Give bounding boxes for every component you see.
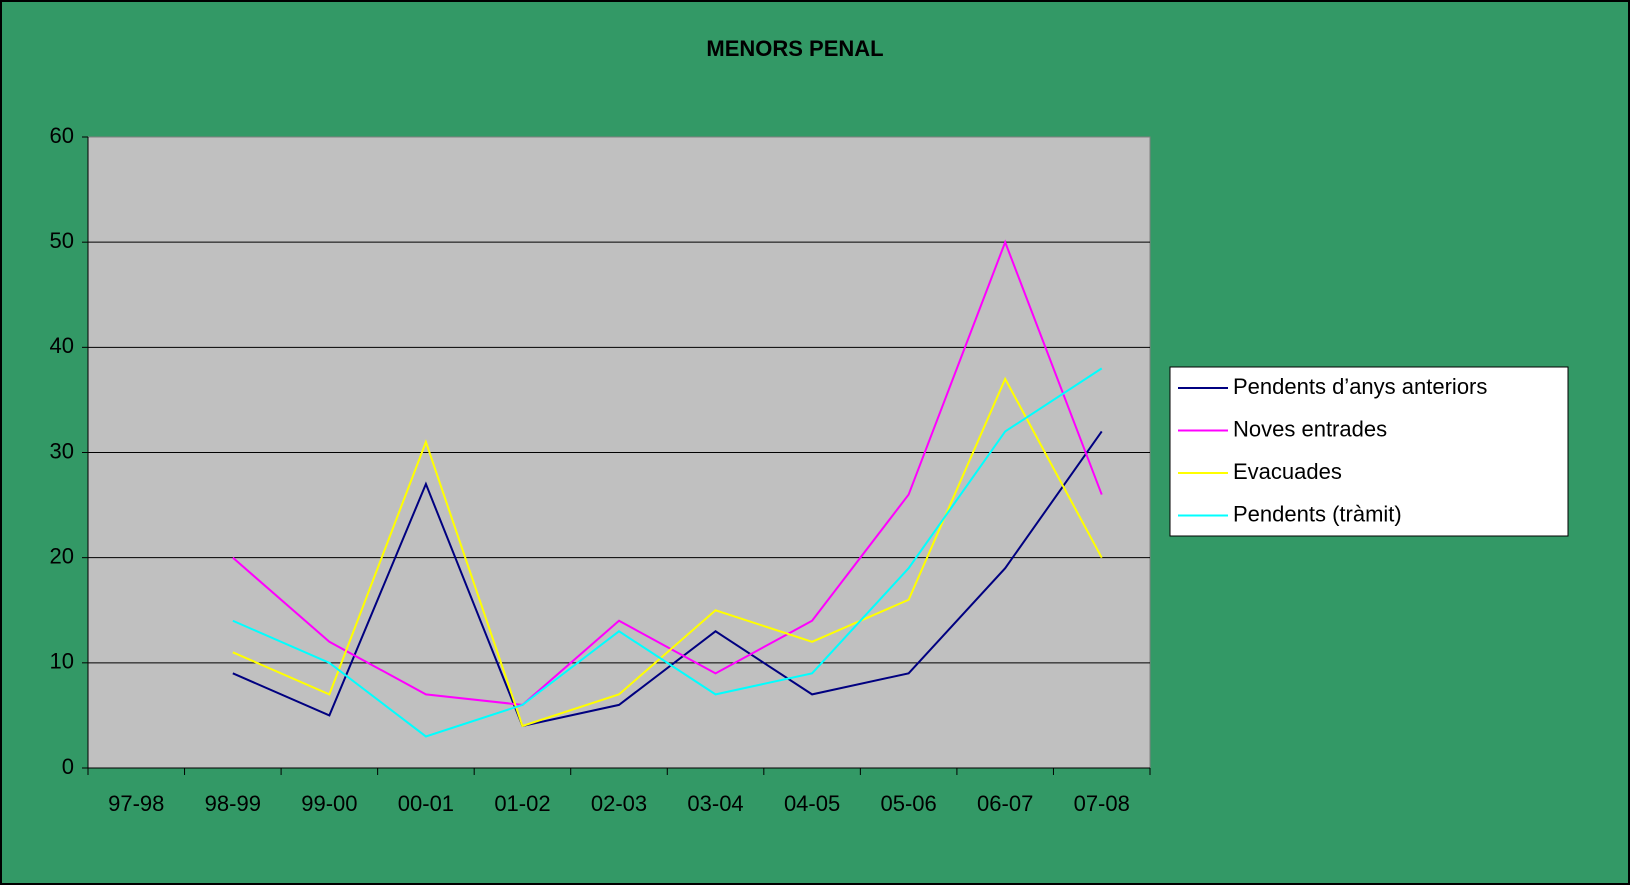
x-tick-label: 99-00 [301,791,357,816]
x-tick-label: 05-06 [880,791,936,816]
x-tick-label: 04-05 [784,791,840,816]
y-tick-label: 30 [50,438,74,463]
x-tick-label: 00-01 [398,791,454,816]
y-tick-label: 20 [50,543,74,568]
series-line [232,430,1103,728]
legend-label: Pendents (tràmit) [1233,501,1402,526]
series-line [232,239,1103,706]
x-tick-label: 01-02 [494,791,550,816]
x-tick-label: 02-03 [591,791,647,816]
x-tick-label: 06-07 [977,791,1033,816]
chart-title: MENORS PENAL [706,36,883,61]
y-tick-label: 50 [50,228,74,253]
y-tick-label: 60 [50,123,74,148]
y-tick-label: 10 [50,649,74,674]
legend [1169,366,1569,537]
legend-label: Evacuades [1233,459,1342,484]
legend-label: Pendents d’anys anteriors [1233,374,1487,399]
series-line [232,367,1103,738]
legend-label: Noves entrades [1233,416,1387,441]
x-tick-label: 97-98 [108,791,164,816]
x-tick-label: 98-99 [205,791,261,816]
x-tick-label: 03-04 [687,791,743,816]
series-line [232,376,1103,728]
x-tick-label: 07-08 [1074,791,1130,816]
y-tick-label: 0 [62,754,74,779]
y-tick-label: 40 [50,333,74,358]
